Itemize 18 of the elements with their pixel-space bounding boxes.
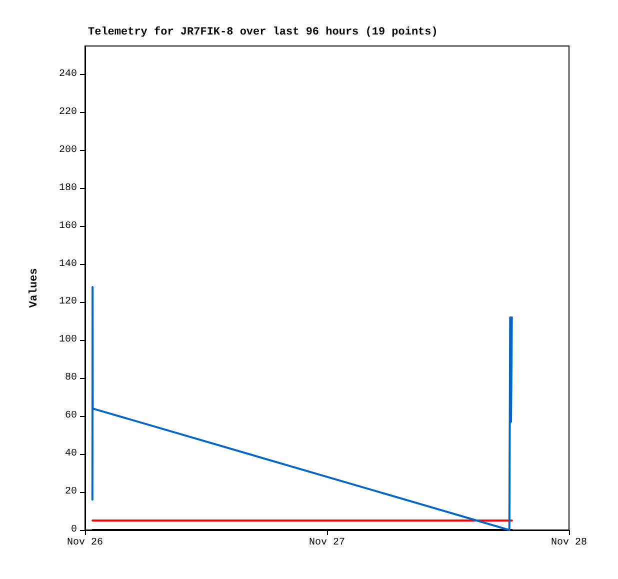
chart-title: Telemetry for JR7FIK-8 over last 96 hours (19 points) [88, 26, 438, 38]
y-tick-label: 0 [70, 524, 77, 536]
y-tick-label: 40 [64, 448, 77, 460]
y-tick-label: 60 [64, 410, 77, 422]
y-tick-label: 100 [58, 334, 77, 346]
y-tick-label: 80 [64, 372, 77, 384]
y-tick-label: 20 [64, 486, 77, 498]
y-axis-title: Values [28, 268, 40, 308]
x-tick-label: Nov 27 [308, 538, 346, 548]
y-tick-label: 160 [58, 220, 77, 232]
y-tick-label: 200 [58, 144, 77, 156]
y-tick-label: 240 [58, 68, 77, 80]
y-tick-label: 220 [58, 106, 77, 118]
x-tick-label: Nov 28 [550, 538, 588, 548]
y-tick-label: 140 [58, 258, 77, 270]
y-tick-label: 120 [58, 296, 77, 308]
x-tick-label: Nov 26 [66, 538, 104, 548]
y-tick-label: 180 [58, 182, 77, 194]
